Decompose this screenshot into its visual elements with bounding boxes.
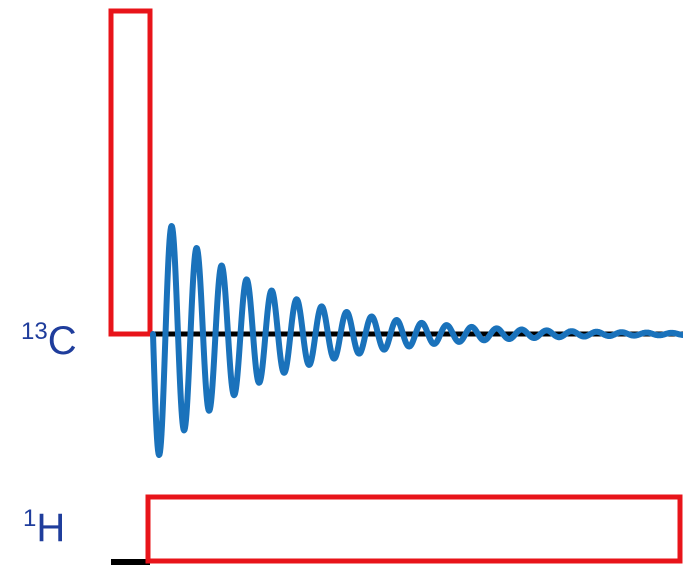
fid-signal: [150, 223, 683, 458]
proton-isotope-number: 1: [23, 505, 37, 532]
proton-element-symbol: H: [36, 506, 66, 550]
carbon-channel-label: 13C: [21, 318, 77, 363]
carbon-element-symbol: C: [47, 319, 77, 363]
proton-channel-label: 1H: [23, 505, 66, 550]
carbon-pulse: [108, 8, 153, 337]
carbon-isotope-number: 13: [21, 318, 48, 345]
proton-decoupling-pulse: [145, 494, 683, 564]
